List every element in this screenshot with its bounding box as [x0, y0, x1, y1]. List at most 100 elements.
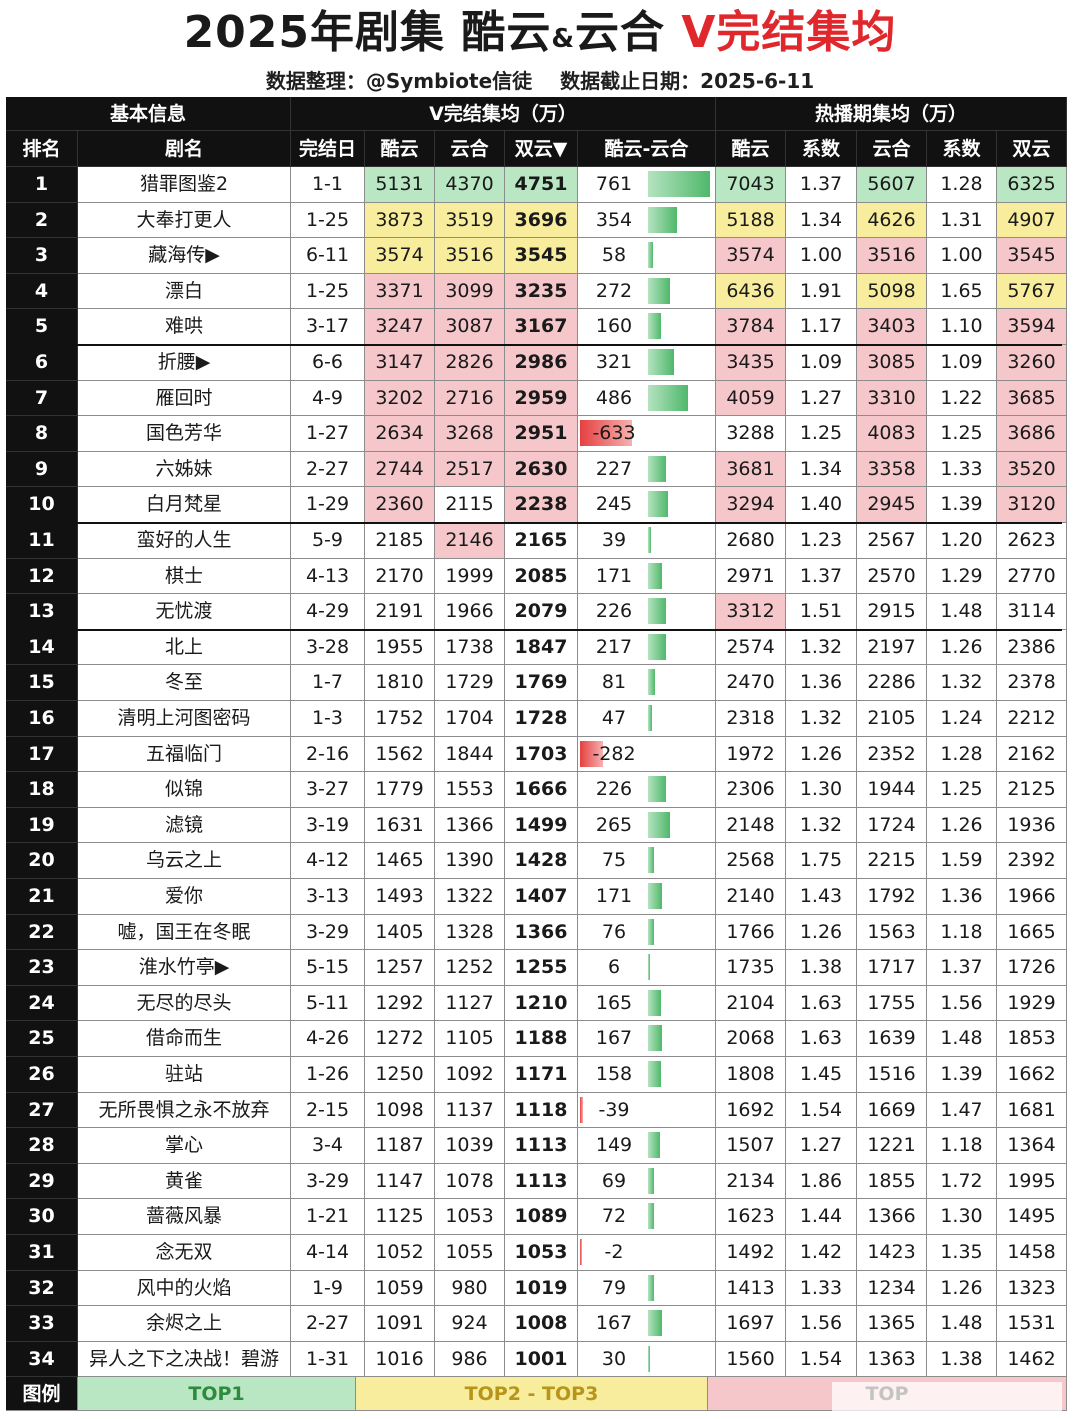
yunhe-vfinal-cell: 1729	[435, 665, 505, 701]
yunhe-hot-cell: 2945	[857, 487, 927, 523]
yunhe-vfinal-cell: 3516	[435, 238, 505, 274]
drama-name-cell: 淮水竹亭▶	[78, 950, 291, 986]
diff-cell: 79	[578, 1270, 716, 1307]
legend-label: 图例	[6, 1377, 78, 1412]
dual-vfinal-cell: 1118	[505, 1092, 578, 1129]
legend-top2-top3: TOP2 - TOP3	[356, 1377, 708, 1412]
end-date-cell: 1-3	[291, 701, 365, 737]
drama-name-cell: 黄雀	[78, 1163, 291, 1200]
column-header: 完结日	[291, 131, 365, 167]
kuyun-hot-cell: 3574	[716, 238, 786, 274]
kuyun-vfinal-cell: 3247	[365, 309, 435, 345]
title-amp: &	[551, 24, 576, 54]
diff-cell: 158	[578, 1057, 716, 1093]
end-date-cell: 1-31	[291, 1341, 365, 1378]
diff-bar	[648, 811, 670, 838]
diff-value: 227	[595, 457, 633, 480]
title-wrap: 2025年剧集 酷云&云合 V完结集均	[0, 0, 1080, 66]
kuyun-coef-cell: 1.36	[786, 665, 857, 701]
diff-bar	[580, 1096, 583, 1123]
yunhe-vfinal-cell: 1966	[435, 594, 505, 630]
dual-hot-cell: 1323	[997, 1270, 1067, 1307]
end-date-cell: 1-21	[291, 1199, 365, 1235]
kuyun-vfinal-cell: 1292	[365, 985, 435, 1022]
yunhe-vfinal-cell: 3099	[435, 273, 505, 310]
group-header-basic: 基本信息	[6, 97, 291, 131]
yunhe-vfinal-cell: 980	[435, 1270, 505, 1307]
diff-value: 30	[601, 1347, 627, 1370]
diff-value: 58	[601, 244, 627, 267]
yunhe-hot-cell: 3403	[857, 309, 927, 345]
drama-name-cell: 嘘，国王在冬眠	[78, 914, 291, 951]
dual-vfinal-cell: 1769	[505, 665, 578, 701]
rank-cell: 4	[6, 273, 78, 310]
dual-vfinal-cell: 2238	[505, 487, 578, 523]
title-part2: 云合	[575, 7, 682, 58]
diff-value: 76	[601, 920, 627, 943]
yunhe-hot-cell: 2197	[857, 629, 927, 666]
kuyun-coef-cell: 1.32	[786, 807, 857, 844]
diff-value: 265	[595, 813, 633, 836]
dual-vfinal-cell: 1255	[505, 950, 578, 986]
diff-cell: 226	[578, 772, 716, 808]
end-date-cell: 6-6	[291, 345, 365, 381]
yunhe-coef-cell: 1.24	[927, 701, 997, 737]
diff-value: 245	[595, 493, 633, 516]
kuyun-coef-cell: 1.27	[786, 1128, 857, 1164]
dual-hot-cell: 3114	[997, 594, 1067, 630]
end-date-cell: 2-16	[291, 736, 365, 773]
yunhe-hot-cell: 4083	[857, 416, 927, 452]
yunhe-vfinal-cell: 1078	[435, 1163, 505, 1200]
yunhe-coef-cell: 1.26	[927, 807, 997, 844]
kuyun-hot-cell: 2068	[716, 1021, 786, 1057]
kuyun-hot-cell: 3288	[716, 416, 786, 452]
dual-vfinal-cell: 1113	[505, 1163, 578, 1200]
yunhe-vfinal-cell: 1137	[435, 1092, 505, 1129]
end-date-cell: 2-15	[291, 1092, 365, 1129]
dual-hot-cell: 2623	[997, 523, 1067, 559]
kuyun-coef-cell: 1.27	[786, 380, 857, 417]
dual-vfinal-cell: 1728	[505, 701, 578, 737]
dual-hot-cell: 2125	[997, 772, 1067, 808]
kuyun-coef-cell: 1.43	[786, 879, 857, 915]
yunhe-vfinal-cell: 1390	[435, 843, 505, 879]
end-date-cell: 5-15	[291, 950, 365, 986]
kuyun-hot-cell: 1623	[716, 1199, 786, 1235]
dual-vfinal-cell: 1428	[505, 843, 578, 879]
drama-name-cell: 漂白	[78, 273, 291, 310]
kuyun-vfinal-cell: 2360	[365, 487, 435, 523]
dual-vfinal-cell: 2986	[505, 345, 578, 381]
yunhe-hot-cell: 2915	[857, 594, 927, 630]
dual-hot-cell: 1853	[997, 1021, 1067, 1057]
kuyun-coef-cell: 1.26	[786, 736, 857, 773]
kuyun-coef-cell: 1.00	[786, 238, 857, 274]
dual-hot-cell: 3685	[997, 380, 1067, 417]
dual-hot-cell: 5767	[997, 273, 1067, 310]
rank-cell: 11	[6, 523, 78, 559]
kuyun-coef-cell: 1.42	[786, 1235, 857, 1271]
dual-vfinal-cell: 1053	[505, 1235, 578, 1271]
dual-hot-cell: 2392	[997, 843, 1067, 879]
dual-hot-cell: 1726	[997, 950, 1067, 986]
kuyun-vfinal-cell: 3873	[365, 202, 435, 239]
dual-vfinal-cell: 1847	[505, 629, 578, 666]
kuyun-hot-cell: 1697	[716, 1306, 786, 1342]
kuyun-vfinal-cell: 1059	[365, 1270, 435, 1307]
yunhe-coef-cell: 1.10	[927, 309, 997, 345]
kuyun-hot-cell: 2306	[716, 772, 786, 808]
diff-value: 69	[601, 1169, 627, 1192]
end-date-cell: 1-25	[291, 202, 365, 239]
yunhe-coef-cell: 1.22	[927, 380, 997, 417]
legend-top1: TOP1	[78, 1377, 356, 1412]
kuyun-coef-cell: 1.91	[786, 273, 857, 310]
yunhe-hot-cell: 5098	[857, 273, 927, 310]
diff-value: 272	[595, 279, 633, 302]
diff-cell: 58	[578, 238, 716, 274]
rank-cell: 7	[6, 380, 78, 417]
diff-value: -39	[598, 1098, 630, 1121]
yunhe-hot-cell: 1855	[857, 1163, 927, 1200]
kuyun-hot-cell: 3435	[716, 345, 786, 381]
diff-bar	[648, 349, 674, 375]
rank-cell: 23	[6, 950, 78, 986]
drama-name-cell: 滤镜	[78, 807, 291, 844]
